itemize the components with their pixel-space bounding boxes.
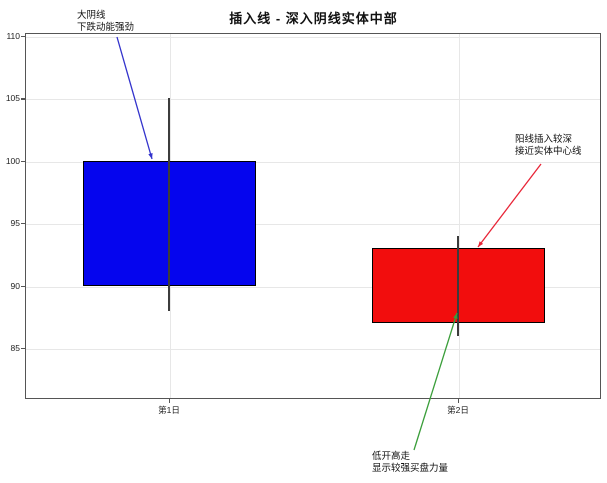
ytick-label-110: 110 xyxy=(6,31,20,41)
xtick-mark-1 xyxy=(169,399,171,403)
ytick-mark-85 xyxy=(21,348,25,350)
annotation-text-day2-open-note: 低开高走 显示较强买盘力量 xyxy=(372,451,449,474)
ytick-mark-110 xyxy=(21,36,25,38)
ytick-label-85: 85 xyxy=(10,343,20,353)
gridline-y-85 xyxy=(26,349,600,350)
gridline-y-105 xyxy=(26,99,600,101)
candle-wick-day1 xyxy=(168,98,170,311)
ytick-label-105: 105 xyxy=(5,93,20,104)
gridline-x-2 xyxy=(459,34,460,398)
gridline-y-95 xyxy=(26,224,600,226)
chart-title: 插入线 - 深入阴线实体中部 xyxy=(229,11,398,26)
xtick-mark-2 xyxy=(458,399,460,403)
ytick-mark-105 xyxy=(21,98,25,100)
ytick-label-90: 90 xyxy=(10,280,20,291)
xtick-label-1: 第1日 xyxy=(158,405,180,415)
annotation-text-day1-bearish-note: 大阴线 下跌动能强劲 xyxy=(77,10,135,33)
ytick-mark-90 xyxy=(21,285,25,287)
gridline-y-100 xyxy=(26,161,600,163)
gridline-y-110 xyxy=(26,37,600,38)
ytick-label-100: 100 xyxy=(5,155,20,166)
gridline-y-90 xyxy=(26,286,600,288)
ytick-mark-95 xyxy=(21,223,25,225)
ytick-label-95: 95 xyxy=(10,218,20,229)
annotation-text-day2-pierce-note: 阳线插入较深 接近实体中心线 xyxy=(515,134,582,157)
candle-wick-day2 xyxy=(457,235,459,336)
xtick-label-2: 第2日 xyxy=(447,405,469,415)
ytick-mark-100 xyxy=(21,160,25,162)
